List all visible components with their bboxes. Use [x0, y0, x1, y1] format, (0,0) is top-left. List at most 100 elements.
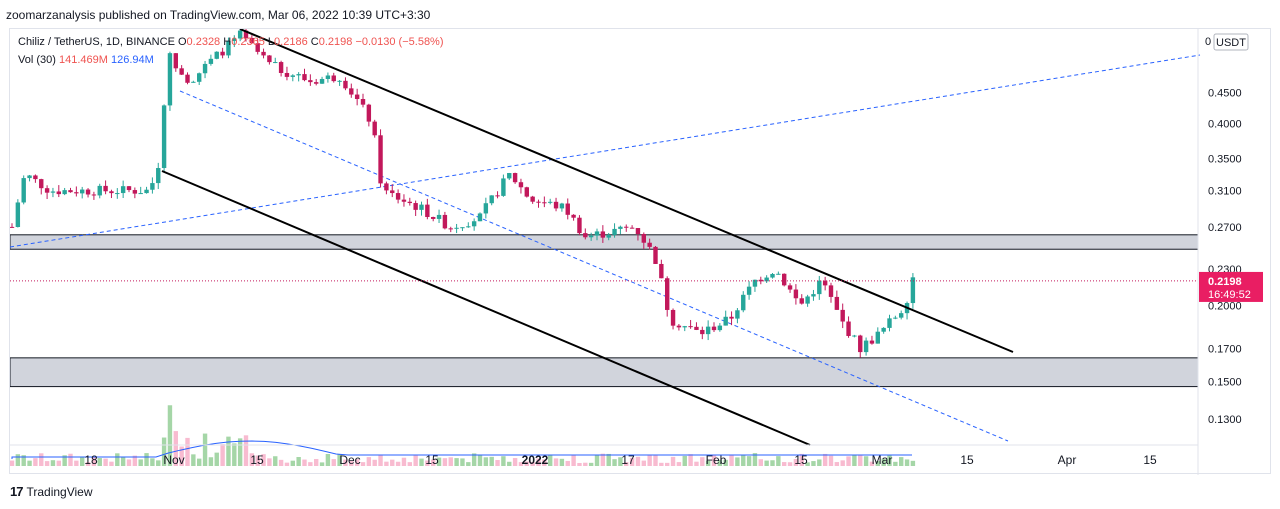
candle-body — [817, 280, 822, 295]
last-price-badge — [1199, 271, 1263, 302]
candle-body — [565, 203, 570, 215]
volume-bar — [132, 455, 138, 466]
volume-bar — [700, 457, 705, 466]
candle-body — [33, 175, 38, 180]
volume-bar — [302, 459, 307, 466]
volume-bar — [220, 444, 225, 466]
time-tick-label: 15 — [794, 453, 808, 467]
volume-bar — [15, 454, 21, 466]
volume-bar — [518, 462, 524, 466]
volume-bar — [793, 458, 799, 466]
candle-body — [910, 277, 916, 304]
volume-bar — [395, 461, 401, 466]
candle-body — [354, 94, 360, 100]
candle-body — [518, 182, 524, 188]
channel-upper-line — [239, 29, 1014, 353]
open-label: O — [177, 36, 187, 48]
symbol-label[interactable]: Chiliz / TetherUS, 1D, BINANCE — [18, 36, 175, 48]
volume-bar — [278, 459, 284, 466]
candle-body — [249, 37, 255, 44]
volume-bar — [68, 453, 73, 466]
time-tick-label: Mar — [872, 453, 893, 467]
candle-body — [501, 178, 506, 196]
candle-body — [776, 273, 781, 275]
candle-body — [144, 189, 149, 194]
price-tick-label: 0.1300 — [1208, 414, 1242, 426]
candle-body — [460, 227, 465, 229]
currency-label: USDT — [1216, 37, 1246, 49]
volume-bar — [413, 455, 418, 466]
low-value: 0.2186 — [274, 36, 308, 48]
volume-bar — [150, 458, 155, 466]
candle-body — [431, 216, 436, 219]
volume-bar — [97, 458, 102, 466]
candle-body — [319, 78, 325, 84]
volume-bar — [343, 459, 348, 466]
change-value: −0.0130 (−5.58%) — [355, 36, 444, 48]
volume-bar — [407, 462, 412, 466]
volume-bar — [179, 446, 184, 466]
candle-body — [887, 318, 892, 328]
tradingview-footer[interactable]: 17 TradingView — [10, 484, 93, 499]
candle-body — [489, 195, 494, 204]
candle-body — [44, 188, 50, 193]
candle-body — [372, 121, 377, 136]
volume-bar — [208, 457, 214, 466]
volume-bar — [349, 460, 354, 466]
candle-body — [425, 204, 430, 217]
chart-frame[interactable]: 0.4500 0.4000 0.3500 0.3100 0.2700 0.2300 0.20… — [9, 28, 1272, 475]
candle-body — [466, 226, 471, 228]
volume-label[interactable]: Vol (30) — [18, 54, 56, 66]
volume-bar — [512, 458, 518, 466]
candle-body — [624, 226, 629, 228]
candle-body — [10, 226, 15, 228]
candle-body — [507, 173, 512, 179]
candle-body — [395, 193, 401, 200]
candle-body — [255, 43, 260, 52]
volume-bar — [296, 457, 301, 466]
volume-bar — [530, 461, 535, 466]
candle-body — [553, 201, 559, 209]
time-tick-label: 2022 — [522, 453, 549, 467]
volume-bar — [255, 455, 260, 466]
volume-bar — [337, 454, 342, 466]
time-tick-label: Feb — [706, 453, 727, 467]
volume-bar — [80, 456, 85, 466]
candle-body — [21, 178, 26, 203]
volume-bar — [378, 455, 383, 466]
volume-bar — [612, 459, 617, 466]
volume-bar — [167, 405, 173, 466]
volume-bar — [548, 455, 553, 466]
volume-bar — [232, 443, 237, 466]
volume-bar — [314, 458, 319, 466]
candle-body — [530, 196, 535, 202]
candle-body — [477, 213, 483, 222]
volume-bar — [226, 436, 231, 466]
volume-bar — [507, 461, 512, 466]
candle-body — [360, 99, 366, 105]
volume-bar — [33, 458, 38, 466]
volume-bar — [770, 460, 775, 466]
candle-body — [471, 221, 477, 227]
volume-bar — [161, 437, 167, 466]
volume-bar — [840, 460, 845, 466]
volume-bar — [893, 461, 898, 466]
time-tick-label: Dec — [339, 453, 360, 467]
volume-bar — [103, 458, 108, 466]
price-chart[interactable]: 0.45000.40000.35000.31000.27000.23000.20… — [10, 29, 1272, 475]
candle-body — [156, 168, 161, 184]
candle-body — [167, 53, 173, 106]
candle-body — [670, 309, 676, 326]
candle-body — [226, 41, 231, 56]
candle-body — [132, 190, 138, 194]
volume-bar — [489, 456, 494, 466]
candle-body — [495, 195, 500, 197]
candle-body — [524, 187, 529, 197]
candle-body — [536, 201, 541, 203]
candle-body — [401, 199, 407, 202]
candle-body — [688, 326, 693, 328]
candle-body — [161, 105, 167, 169]
candle-body — [846, 321, 851, 336]
candle-body — [647, 242, 652, 247]
low-label: L — [267, 36, 275, 48]
